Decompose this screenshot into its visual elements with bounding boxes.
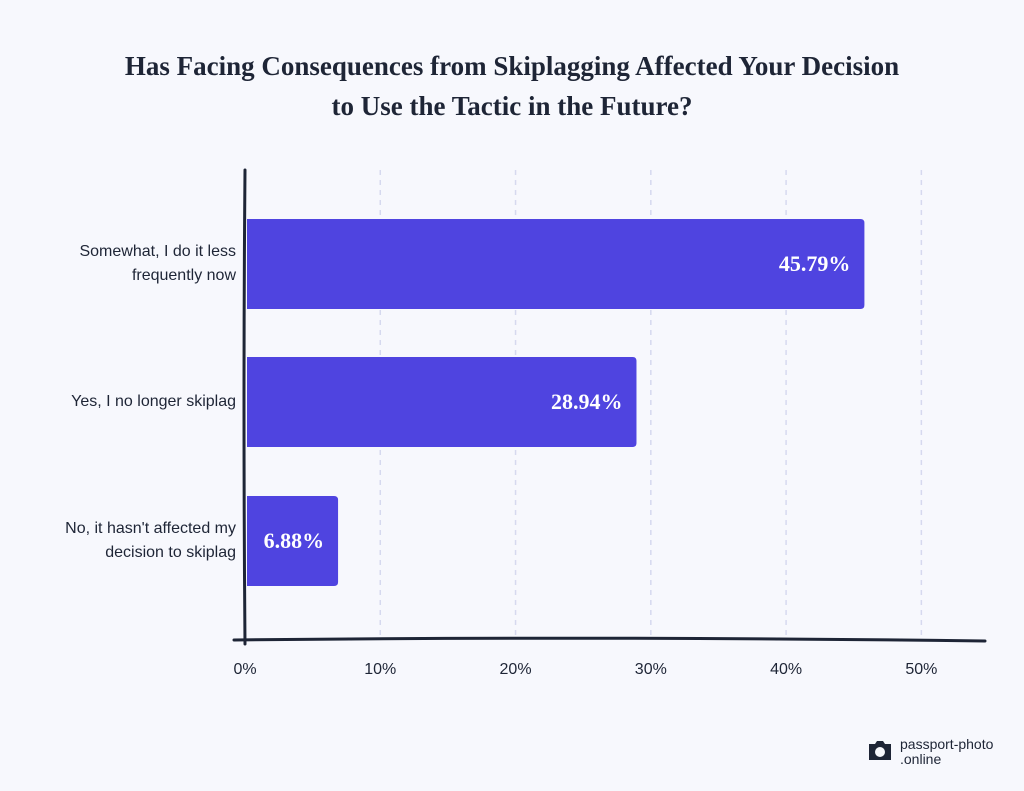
- bar: [247, 219, 865, 309]
- category-label: Yes, I no longer skiplag: [71, 393, 236, 410]
- logo-text: .online: [900, 751, 942, 767]
- value-label: 6.88%: [264, 528, 325, 553]
- x-tick-label: 30%: [635, 661, 667, 678]
- x-axis: [232, 636, 987, 643]
- logo-text: passport-photo: [900, 736, 994, 752]
- bar: [247, 357, 637, 447]
- category-label: Somewhat, I do it less frequently now: [79, 243, 236, 284]
- logo: passport-photo .online: [900, 737, 993, 767]
- y-axis: [242, 168, 247, 646]
- x-tick-label: 50%: [905, 661, 937, 678]
- x-tick-label: 20%: [500, 661, 532, 678]
- bar: [247, 496, 339, 586]
- x-tick-label: 10%: [364, 661, 396, 678]
- x-tick-label: 40%: [770, 661, 802, 678]
- value-label: 45.79%: [779, 251, 851, 276]
- category-label: No, it hasn't affected my decision to sk…: [65, 520, 236, 561]
- value-label: 28.94%: [551, 389, 623, 414]
- chart-title: Has Facing Consequences from Skiplagging…: [124, 51, 900, 121]
- logo-icon: [869, 741, 891, 760]
- x-tick-label: 0%: [233, 661, 256, 678]
